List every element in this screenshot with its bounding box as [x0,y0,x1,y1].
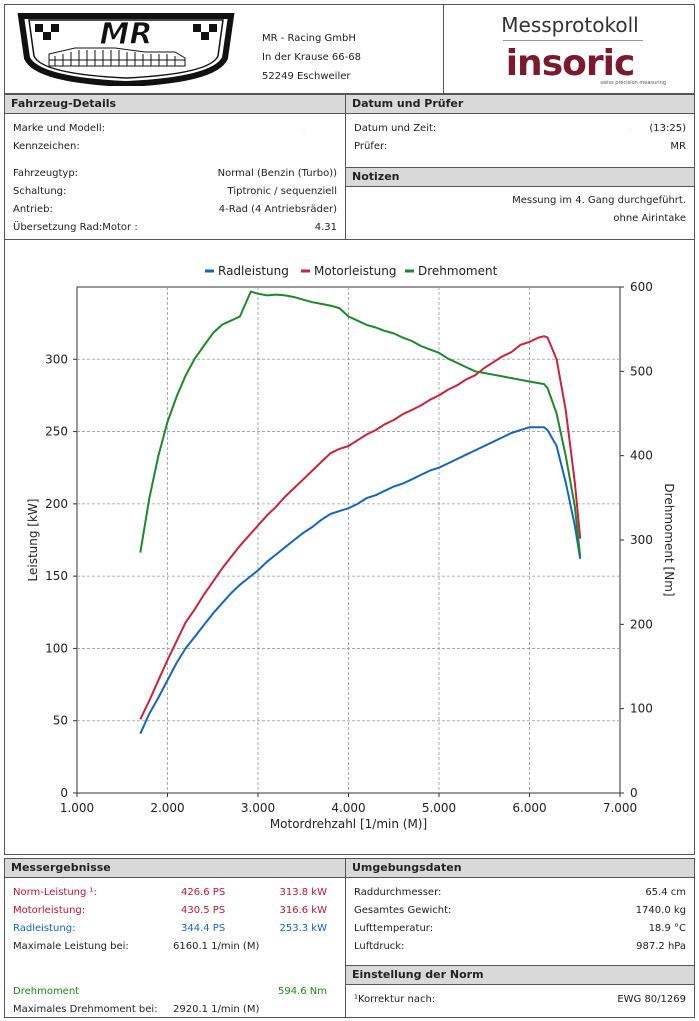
y-tick-label: 100 [45,641,68,655]
insoric-wordmark: insoric [505,43,636,84]
norm-power-ps: 426.6 PS [181,887,226,898]
notes-section-title: Notizen [346,168,694,187]
legend-label-radleistung: Radleistung [218,264,289,278]
vehicle-type-value: Normal (Benzin (Turbo)) [217,168,337,179]
wheel-power-kw: 253.3 kW [279,923,328,934]
x-tick-label: 6.000 [512,801,546,815]
y2-tick-label: 0 [630,786,638,800]
x-tick-label: 3.000 [241,801,275,815]
address-line-2: In der Krause 66-68 [262,52,361,63]
y2-tick-label: 500 [630,364,653,378]
y-tick-label: 250 [45,425,68,439]
total-weight-label: Gesamtes Gewicht: [354,905,452,916]
x-tick-label: 7.000 [603,801,637,815]
engine-power-kw: 316.6 kW [279,905,328,916]
series-line-radleistung [139,426,582,735]
plate-label: Kennzeichen: [13,141,80,152]
x-tick-label: 4.000 [331,801,365,815]
datetime-value: (13:25) [649,123,686,134]
norm-power-kw: 313.8 kW [279,887,328,898]
legend-label-motorleistung: Motorleistung [314,264,397,278]
transmission-value: Tiptronic / sequenziell [227,186,337,197]
ratio-value: 4.31 [314,222,337,233]
chart-frame: 1.000 2.000 3.000 4.000 5.000 6.000 7.000 0 50 10… [4,239,695,855]
datetime-label: Datum und Zeit: [354,123,437,134]
x-axis-label: Motordrehzahl [1/min (M)] [270,817,427,831]
x-tick-label: 5.000 [422,801,456,815]
y-tick-label: 50 [53,714,68,728]
datetime-dot: . [629,125,631,132]
y2-tick-label: 600 [630,280,653,294]
vehicle-section: Fahrzeug-Details Marke und Modell:. Kenn… [4,94,346,240]
norm-correction-label: ¹Korrektur nach: [354,994,436,1005]
legend-label-drehmoment: Drehmoment [418,264,498,278]
doc-title-underline [503,40,643,41]
torque-label: Drehmoment [13,986,80,997]
norm-section: Einstellung der Norm ¹Korrektur nach: EWG… [345,965,695,1018]
date-section: Datum und Prüfer Datum und Zeit:. (13:25)… [345,94,695,168]
air-pressure-value: 987.2 hPa [636,941,686,952]
results-section-title: Messergebnisse [5,859,345,878]
notes-line-1: Messung im 4. Gang durchgeführt. [512,195,686,206]
series-line-motorleistung [139,335,582,720]
y-tick-label: 300 [45,352,68,366]
norm-correction-value: EWG 80/1269 [617,994,686,1005]
wheel-power-ps: 344.4 PS [181,923,226,934]
mr-racing-logo: MR [17,13,235,86]
total-weight-value: 1740.0 kg [635,905,686,916]
air-temperature-value: 18.9 °C [648,923,686,934]
environment-section: Umgebungsdaten Raddurchmesser: 65.4 cm Ge… [345,858,695,966]
tester-value: MR [670,141,686,152]
max-torque-rpm-value: 2920.1 1/min (M) [173,1004,260,1015]
svg-text:MR: MR [100,17,153,52]
environment-section-title: Umgebungsdaten [346,859,694,878]
make-label: Marke und Modell: [13,123,106,134]
address-line-1: MR - Racing GmbH [262,33,356,44]
y2-tick-label: 400 [630,449,653,463]
max-torque-rpm-label: Maximales Drehmoment bei: [13,1004,158,1015]
date-section-title: Datum und Prüfer [346,95,694,114]
header-right [443,4,695,94]
engine-power-label: Motorleistung: [13,905,86,916]
y2-tick-label: 100 [630,702,653,716]
x-tick-label: 2.000 [150,801,184,815]
series-line-drehmoment [139,290,582,558]
norm-power-label: Norm-Leistung ¹: [13,887,97,898]
norm-section-title: Einstellung der Norm [346,966,694,985]
y2-tick-label: 200 [630,617,653,631]
tester-label: Prüfer: [354,141,388,152]
air-pressure-label: Luftdruck: [354,941,405,952]
insoric-tagline: swiss precision measuring [600,80,666,86]
y-axis-label: Leistung [kW] [26,499,40,582]
wheel-diameter-label: Raddurchmesser: [354,887,442,898]
transmission-label: Schaltung: [13,186,67,197]
y-tick-label: 150 [45,569,68,583]
y-tick-label: 200 [45,497,68,511]
y-tick-label: 0 [60,786,68,800]
max-power-rpm-value: 6160.1 1/min (M) [173,941,260,952]
make-value: . [303,125,305,132]
wheel-power-label: Radleistung: [13,923,76,934]
address-line-3: 52249 Eschweiler [262,71,351,82]
doc-title: Messprotokoll [501,13,639,37]
vehicle-type-label: Fahrzeugtyp: [13,168,79,179]
results-section: Messergebnisse Norm-Leistung ¹: 426.6 PS 3… [4,858,346,1018]
power-torque-chart: 1.000 2.000 3.000 4.000 5.000 6.000 7.00005010… [26,264,676,831]
x-tick-label: 1.000 [60,801,94,815]
wheel-diameter-value: 65.4 cm [645,887,686,898]
y2-tick-label: 300 [630,533,653,547]
y2-axis-label: Drehmoment [Nm] [662,483,676,596]
drive-label: Antrieb: [13,204,53,215]
torque-value: 594.6 Nm [277,986,327,997]
insoric-logo: insoric [446,40,694,88]
ratio-label: Übersetzung Rad:Motor : [13,222,138,233]
max-power-rpm-label: Maximale Leistung bei: [13,941,129,952]
engine-power-ps: 430.5 PS [181,905,226,916]
air-temperature-label: Lufttemperatur: [354,923,434,934]
notes-line-2: ohne Airintake [613,213,686,224]
drive-value: 4-Rad (4 Antriebsräder) [218,204,337,215]
vehicle-section-title: Fahrzeug-Details [5,95,345,114]
notes-section: Notizen Messung im 4. Gang durchgeführt.… [345,167,695,240]
